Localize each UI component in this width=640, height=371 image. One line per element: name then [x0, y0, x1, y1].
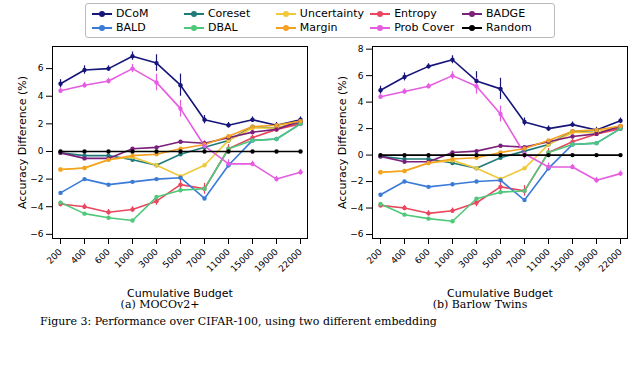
- html-text:(b) Barlow Twins: (b) Barlow Twins: [432, 298, 528, 311]
- svg-text:19000: 19000: [252, 247, 280, 275]
- svg-text:400: 400: [68, 247, 87, 266]
- html-text:Coreset: Coreset: [207, 7, 251, 20]
- svg-text:5000: 5000: [160, 247, 183, 270]
- html-text:BALD: BALD: [116, 21, 146, 34]
- html-text:Uncertainty: Uncertainty: [299, 7, 365, 20]
- svg-text:2: 2: [37, 119, 43, 129]
- svg-text:4: 4: [357, 97, 363, 107]
- svg-text:22000: 22000: [276, 247, 304, 275]
- svg-text:2: 2: [357, 123, 363, 133]
- svg-text:200: 200: [44, 247, 63, 266]
- svg-text:3000: 3000: [456, 247, 479, 270]
- svg-text:200: 200: [364, 247, 383, 266]
- html-text:Figure 3: Performance over CIF: Figure 3: Performance over CIFAR-100, us…: [40, 315, 437, 328]
- svg-text:1000: 1000: [432, 247, 455, 270]
- html-text:Random: Random: [486, 21, 532, 34]
- svg-text:7000: 7000: [184, 246, 208, 270]
- svg-text:−4: −4: [350, 203, 364, 213]
- svg-text:6: 6: [37, 63, 43, 73]
- html-text:DBAL: DBAL: [207, 21, 238, 34]
- svg-text:4: 4: [37, 91, 43, 101]
- svg-text:6: 6: [357, 71, 363, 81]
- svg-text:−6: −6: [30, 229, 44, 239]
- svg-text:400: 400: [388, 247, 407, 266]
- svg-text:−6: −6: [350, 229, 364, 239]
- svg-text:600: 600: [412, 247, 431, 266]
- html-text:Entropy: Entropy: [394, 7, 437, 20]
- svg-text:−2: −2: [350, 176, 363, 186]
- svg-text:15000: 15000: [228, 247, 256, 275]
- svg-text:−2: −2: [30, 174, 43, 184]
- svg-text:Accuracy Difference (%): Accuracy Difference (%): [336, 76, 349, 209]
- svg-text:Cumulative Budget: Cumulative Budget: [447, 287, 554, 300]
- svg-text:0: 0: [357, 150, 363, 160]
- svg-text:600: 600: [92, 247, 111, 266]
- html-text:BADGE: BADGE: [486, 7, 526, 20]
- svg-text:3000: 3000: [136, 247, 159, 270]
- html-text:Prob Cover: Prob Cover: [394, 21, 455, 34]
- svg-text:Cumulative Budget: Cumulative Budget: [127, 287, 234, 300]
- svg-text:0: 0: [37, 146, 43, 156]
- svg-text:19000: 19000: [572, 247, 600, 275]
- svg-text:1000: 1000: [112, 247, 135, 270]
- svg-text:11000: 11000: [524, 247, 552, 275]
- svg-text:5000: 5000: [480, 247, 503, 270]
- html-text:DCoM: DCoM: [116, 7, 149, 20]
- svg-text:15000: 15000: [548, 247, 576, 275]
- svg-text:7000: 7000: [504, 246, 528, 270]
- svg-text:8: 8: [357, 44, 363, 54]
- svg-text:Accuracy Difference (%): Accuracy Difference (%): [16, 76, 29, 209]
- html-text:Margin: Margin: [299, 21, 338, 34]
- html-text:(a) MOCOv2+: (a) MOCOv2+: [120, 298, 200, 311]
- svg-text:−4: −4: [30, 202, 44, 212]
- svg-text:22000: 22000: [596, 247, 624, 275]
- svg-text:11000: 11000: [204, 247, 232, 275]
